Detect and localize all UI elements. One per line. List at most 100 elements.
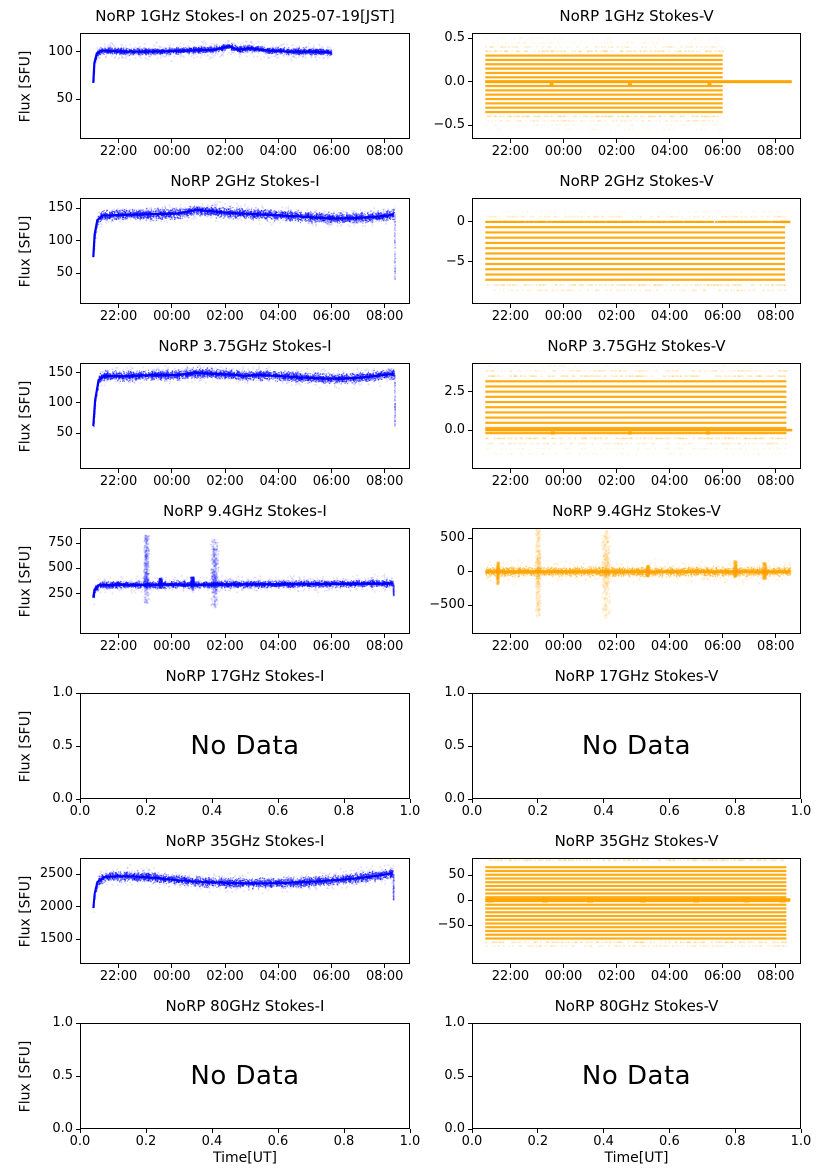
x-tick-label: 02:00: [206, 144, 244, 159]
plot-title: NoRP 2GHz Stokes-V: [559, 172, 714, 190]
subplot-norp-35ghz-stokes-i: NoRP 35GHz Stokes-I Flux [SFU] 22:00 00:0…: [0, 825, 827, 990]
x-tick-mark: [343, 799, 345, 803]
x-tick-label: 0.8: [724, 804, 746, 819]
x-tick-mark: [563, 304, 565, 308]
x-tick-label: 00:00: [544, 309, 583, 324]
x-tick-mark: [384, 304, 386, 308]
x-tick-label: 02:00: [597, 144, 636, 159]
x-tick-label: 08:00: [365, 639, 404, 654]
x-tick-label: 06:00: [703, 309, 742, 324]
x-tick-label: 1.0: [790, 804, 812, 819]
y-tick-mark: [76, 938, 80, 940]
x-tick-label: 00:00: [544, 639, 583, 654]
axes-frame: [80, 363, 410, 469]
plot-canvas: [473, 859, 800, 963]
y-tick-label: 0.0: [444, 1121, 465, 1136]
axes-frame: No Data: [80, 1023, 410, 1129]
x-tick-label: 00:00: [153, 969, 191, 984]
x-tick-mark: [79, 1129, 81, 1133]
x-tick-mark: [409, 1129, 411, 1133]
x-tick-mark: [722, 304, 724, 308]
x-tick-mark: [277, 964, 279, 968]
x-tick-mark: [800, 1129, 802, 1133]
x-tick-label: 0.8: [333, 804, 355, 819]
y-tick-mark: [468, 899, 472, 901]
y-tick-mark: [76, 51, 80, 53]
x-tick-label: 0.6: [267, 1134, 289, 1149]
x-tick-mark: [224, 964, 226, 968]
x-tick-label: 22:00: [491, 144, 530, 159]
plot-title: NoRP 2GHz Stokes-I: [170, 172, 320, 190]
subplot-norp-17ghz-stokes-v: NoRP 17GHz Stokes-V No Data 0.0 0.2 0.4 0.6…: [0, 660, 827, 825]
axes-frame: No Data: [472, 693, 801, 799]
y-tick-label: 250: [48, 585, 73, 601]
x-tick-mark: [224, 469, 226, 473]
axes-frame: [80, 33, 410, 139]
y-tick-mark: [468, 874, 472, 876]
x-tick-label: 08:00: [365, 144, 404, 159]
x-tick-mark: [722, 964, 724, 968]
y-tick-label: 750: [48, 535, 73, 551]
x-axis-label: Time[UT]: [213, 1150, 277, 1166]
x-tick-label: 02:00: [597, 969, 636, 984]
y-tick-mark: [468, 798, 472, 800]
subplot-norp-17ghz-stokes-i: NoRP 17GHz Stokes-I Flux [SFU] No Data 0…: [0, 660, 827, 825]
x-tick-mark: [171, 469, 173, 473]
x-tick-label: 06:00: [312, 144, 351, 159]
x-tick-mark: [384, 964, 386, 968]
y-tick-mark: [468, 924, 472, 926]
x-tick-label: 08:00: [365, 309, 404, 324]
plot-title: NoRP 35GHz Stokes-V: [554, 832, 719, 850]
x-tick-mark: [563, 634, 565, 638]
x-tick-mark: [603, 799, 605, 803]
no-data-annotation: No Data: [581, 1061, 692, 1091]
subplot-norp-1ghz-stokes-i: NoRP 1GHz Stokes-I on 2025-07-19[JST] Fl…: [0, 0, 827, 165]
axes-frame: [80, 528, 410, 634]
x-tick-label: 06:00: [703, 639, 742, 654]
y-tick-label: 0: [456, 563, 465, 579]
x-tick-mark: [277, 634, 279, 638]
x-tick-mark: [330, 469, 332, 473]
x-tick-label: 08:00: [365, 474, 404, 489]
x-tick-mark: [277, 304, 279, 308]
x-tick-mark: [775, 469, 777, 473]
x-tick-label: 02:00: [597, 474, 636, 489]
y-tick-label: −50: [437, 917, 465, 932]
plot-canvas: [81, 199, 409, 303]
x-tick-label: 08:00: [757, 144, 795, 159]
plot-title: NoRP 35GHz Stokes-I: [165, 832, 325, 850]
no-data-annotation: No Data: [581, 731, 692, 761]
x-tick-label: 22:00: [491, 639, 530, 654]
x-tick-label: 22:00: [99, 474, 138, 489]
x-tick-mark: [616, 139, 618, 143]
x-tick-mark: [277, 139, 279, 143]
y-tick-mark: [468, 124, 472, 126]
plot-title: NoRP 1GHz Stokes-V: [559, 7, 714, 25]
y-tick-mark: [468, 604, 472, 606]
y-tick-label: 500: [48, 560, 73, 576]
x-tick-mark: [224, 304, 226, 308]
y-tick-mark: [76, 240, 80, 242]
x-tick-mark: [409, 799, 411, 803]
x-tick-mark: [509, 469, 511, 473]
plot-title: NoRP 17GHz Stokes-V: [554, 667, 719, 685]
x-tick-mark: [211, 1129, 213, 1133]
x-tick-mark: [79, 799, 81, 803]
y-tick-label: 0.0: [444, 73, 465, 89]
axes-frame: [472, 33, 801, 139]
subplot-norp-9_4ghz-stokes-i: NoRP 9.4GHz Stokes-I Flux [SFU] 22:00 00:…: [0, 495, 827, 660]
x-tick-label: 22:00: [99, 309, 138, 324]
plot-title: NoRP 3.75GHz Stokes-I: [158, 337, 332, 355]
x-tick-label: 04:00: [650, 474, 689, 489]
x-tick-label: 06:00: [703, 144, 742, 159]
no-data-annotation: No Data: [190, 1061, 300, 1091]
y-tick-mark: [76, 798, 80, 800]
x-tick-label: 0.8: [724, 1134, 746, 1149]
plot-canvas: [81, 34, 409, 138]
axes-frame: [80, 198, 410, 304]
x-tick-mark: [669, 139, 671, 143]
y-tick-label: 0: [456, 213, 465, 229]
subplot-norp-3_75ghz-stokes-i: NoRP 3.75GHz Stokes-I Flux [SFU] 22:00 00…: [0, 330, 827, 495]
x-tick-mark: [171, 964, 173, 968]
